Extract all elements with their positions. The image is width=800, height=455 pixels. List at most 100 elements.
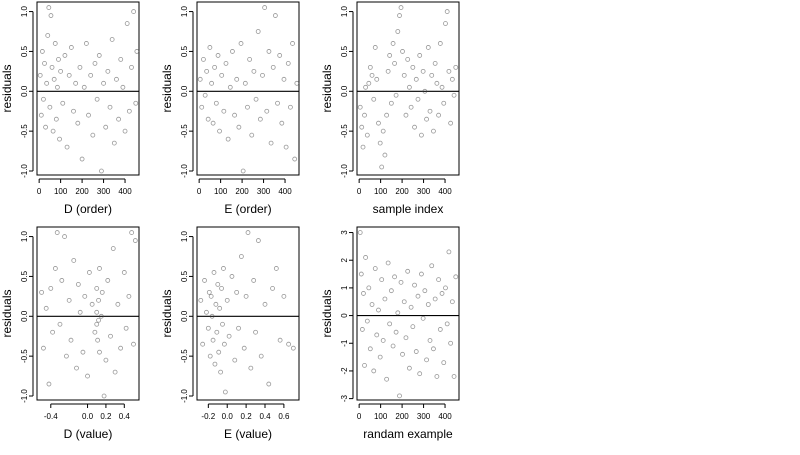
- data-point: [68, 45, 74, 50]
- x-tick-label: -0.4: [44, 412, 58, 421]
- y-tick-label: -0.5: [180, 124, 189, 138]
- data-point: [266, 49, 272, 54]
- data-point: [222, 389, 228, 395]
- y-tick-label: 0.0: [340, 85, 349, 97]
- data-points: [39, 230, 138, 399]
- data-point: [41, 345, 46, 351]
- data-point: [395, 310, 401, 316]
- data-point: [243, 293, 249, 299]
- data-point: [96, 297, 101, 303]
- y-tick-label: 0.5: [180, 270, 189, 282]
- data-point: [446, 68, 452, 74]
- data-point: [357, 104, 363, 110]
- data-point: [403, 335, 409, 341]
- y-tick-label: -0.5: [20, 349, 29, 363]
- plot-frame: [196, 226, 300, 401]
- data-point: [277, 337, 283, 343]
- data-point: [42, 60, 47, 66]
- data-point: [213, 100, 219, 106]
- y-axis: -3 -2 -1 0 1 2 3: [340, 230, 354, 402]
- data-point: [393, 329, 399, 335]
- data-point: [197, 76, 203, 82]
- data-point: [132, 238, 138, 243]
- data-point: [245, 104, 250, 110]
- data-point: [99, 289, 105, 295]
- data-point: [359, 327, 365, 332]
- data-point: [86, 270, 92, 275]
- data-point: [121, 270, 127, 275]
- data-point: [85, 373, 90, 379]
- data-point: [448, 340, 454, 346]
- data-point: [48, 13, 54, 18]
- x-axis: -0.4 0.0 0.2 0.4: [44, 403, 130, 421]
- data-point: [118, 345, 124, 351]
- data-point: [51, 76, 57, 82]
- data-point: [120, 84, 126, 90]
- x-tick-label: 0: [357, 412, 362, 421]
- x-axis: -0.2 0.0 0.2 0.4 0.6: [201, 403, 290, 421]
- data-point: [369, 72, 375, 78]
- data-point: [48, 285, 54, 291]
- data-point: [43, 124, 48, 130]
- data-point: [44, 80, 50, 86]
- data-point: [98, 313, 104, 319]
- data-point: [451, 92, 457, 98]
- data-point: [410, 64, 416, 70]
- data-point: [247, 57, 253, 62]
- data-point: [443, 285, 448, 291]
- data-point: [240, 168, 246, 174]
- data-point: [262, 301, 268, 307]
- data-point: [377, 354, 383, 360]
- data-point: [133, 100, 139, 106]
- data-point: [47, 104, 53, 110]
- data-points: [197, 5, 300, 174]
- scatter-panel-1: 0 100 200 300 400 -1.0 -0.5 0.0 0.5 1.0 D (order) r…: [0, 1, 140, 216]
- plot-frame: [36, 226, 140, 401]
- data-point: [277, 53, 283, 58]
- data-point: [209, 313, 215, 319]
- y-tick-label: 1.0: [20, 5, 29, 17]
- data-point: [205, 116, 211, 122]
- data-point: [81, 84, 87, 90]
- data-point: [129, 230, 135, 235]
- data-point: [434, 374, 440, 379]
- data-point: [367, 64, 373, 70]
- data-point: [55, 84, 60, 90]
- y-tick-label: 0.5: [340, 45, 349, 57]
- data-point: [449, 299, 455, 305]
- data-point: [60, 100, 66, 106]
- data-point: [200, 341, 206, 347]
- data-point: [38, 112, 44, 118]
- y-tick-label: 1.0: [340, 5, 349, 17]
- data-point: [444, 321, 450, 327]
- data-point: [417, 371, 423, 377]
- data-point: [283, 144, 289, 150]
- data-point: [412, 124, 417, 130]
- data-point: [74, 365, 79, 371]
- data-point: [199, 104, 205, 110]
- data-point: [227, 84, 233, 90]
- data-point: [52, 41, 58, 46]
- data-point: [75, 282, 81, 287]
- data-point: [57, 136, 62, 142]
- data-point: [207, 353, 213, 359]
- data-point: [216, 349, 222, 355]
- scatter-panel-2: 0 100 200 300 400 -1.0 -0.5 0.0 0.5 1.0 E (order) r…: [160, 1, 300, 216]
- data-point: [204, 68, 210, 74]
- y-tick-label: -1.0: [340, 164, 349, 178]
- data-point: [77, 64, 83, 70]
- data-point: [392, 274, 397, 280]
- plot-frame: [356, 226, 460, 401]
- data-point: [387, 53, 393, 58]
- x-axis: 0 100 200 300 400: [357, 403, 452, 421]
- data-point: [126, 293, 132, 299]
- data-point: [415, 293, 421, 299]
- data-point: [363, 255, 368, 260]
- data-point: [242, 80, 248, 86]
- y-axis-title: residuals: [0, 289, 14, 337]
- data-point: [225, 136, 231, 142]
- data-point: [245, 230, 251, 235]
- x-tick-label: 200: [75, 187, 89, 196]
- data-point: [94, 285, 100, 291]
- data-point: [436, 112, 442, 118]
